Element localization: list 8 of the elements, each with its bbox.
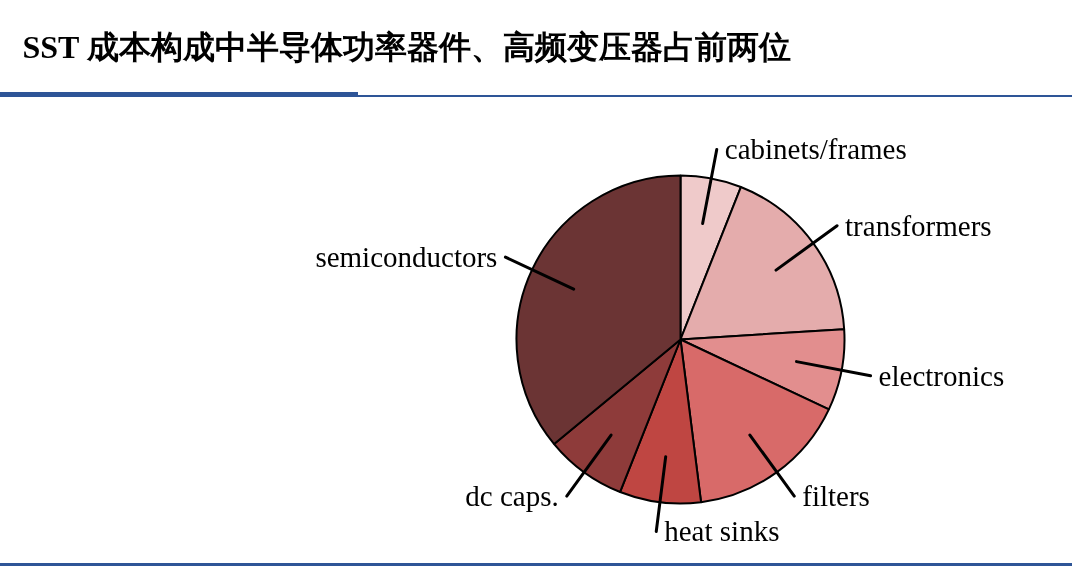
slice-label: cabinets/frames xyxy=(724,133,907,166)
chart-title: SST 成本构成中半导体功率器件、高频变压器占前两位 xyxy=(22,28,791,65)
slice-label: transformers xyxy=(845,209,992,242)
slice-label: heat sinks xyxy=(664,515,780,548)
slice-label: filters xyxy=(802,480,870,513)
slice-label: dc caps. xyxy=(465,480,559,513)
slice-label: semiconductors xyxy=(315,241,498,274)
slice-label: electronics xyxy=(878,359,1005,392)
